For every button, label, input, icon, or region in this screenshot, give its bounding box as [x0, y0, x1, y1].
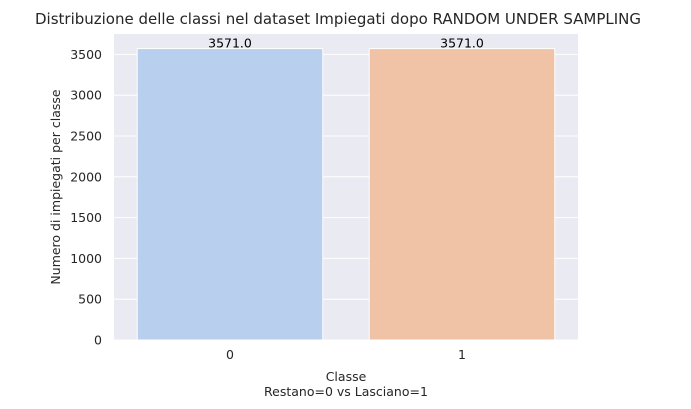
data-labels: 3571.0 3571.0: [208, 36, 484, 51]
y-tick-labels: 0 500 1000 1500 2000 2500 3000 3500: [70, 47, 102, 348]
y-tick-label: 1500: [70, 210, 102, 225]
bar-1: [368, 48, 556, 341]
data-label: 3571.0: [440, 36, 484, 51]
bars: [136, 48, 556, 341]
x-tick-label: 1: [458, 347, 466, 362]
x-axis-sublabel: Restano=0 vs Lasciano=1: [264, 384, 428, 399]
x-tick-label: 0: [226, 347, 234, 362]
y-tick-label: 3500: [70, 47, 102, 62]
y-tick-label: 500: [78, 292, 102, 307]
y-tick-label: 3000: [70, 88, 102, 103]
data-label: 3571.0: [208, 36, 252, 51]
y-tick-label: 2500: [70, 129, 102, 144]
bar-0: [136, 48, 324, 341]
y-tick-label: 0: [94, 333, 102, 348]
y-tick-label: 2000: [70, 169, 102, 184]
y-tick-label: 1000: [70, 251, 102, 266]
chart-title: Distribuzione delle classi nel dataset I…: [35, 10, 641, 28]
y-axis-label: Numero di impiegati per classe: [48, 89, 63, 284]
x-axis-label: Classe: [326, 369, 367, 384]
